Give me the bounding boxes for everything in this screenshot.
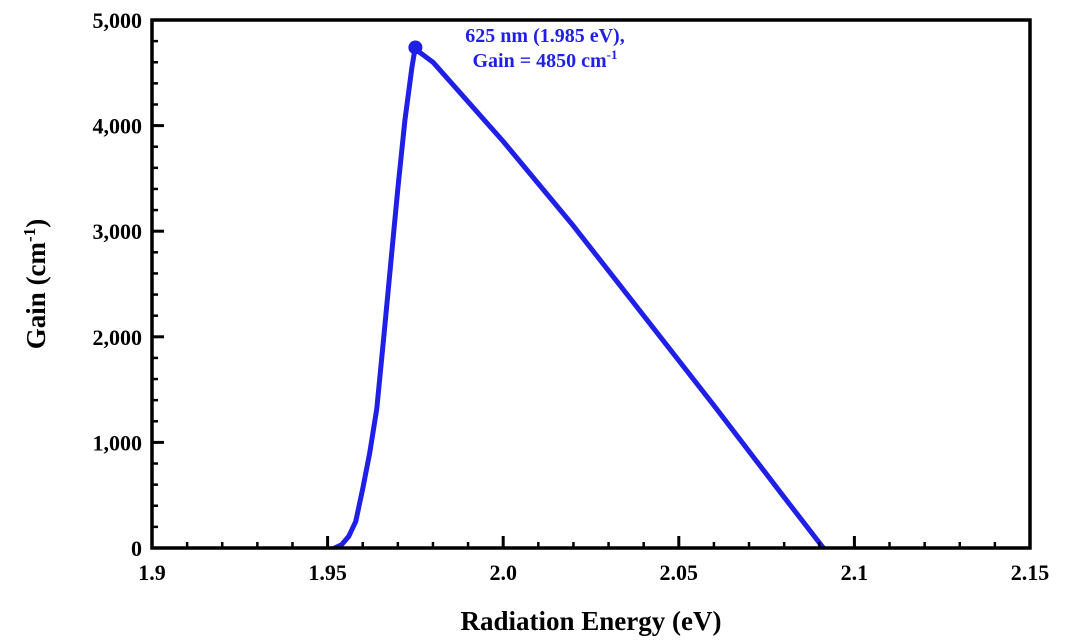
plot-frame (150, 18, 1032, 550)
y-axis-title-close: ) (21, 219, 51, 228)
x-axis-ticks: 1.9 1.95 2.0 2.05 2.1 2.15 (138, 536, 1049, 585)
peak-marker (408, 40, 423, 55)
y-tick-label: 2,000 (93, 325, 143, 350)
y-tick-label: 4,000 (93, 114, 143, 139)
y-tick-label: 5,000 (93, 8, 143, 33)
x-tick-label: 2.0 (489, 560, 517, 585)
x-tick-label: 2.15 (1011, 560, 1050, 585)
y-axis-title: Gain (cm-1) (20, 219, 51, 349)
peak-annotation-line1: 625 nm (1.985 eV), (465, 25, 624, 47)
x-tick-label: 1.9 (138, 560, 166, 585)
y-tick-label: 1,000 (93, 430, 143, 455)
peak-annotation-value: Gain = 4850 cm (472, 50, 607, 72)
y-tick-label: 3,000 (93, 219, 143, 244)
x-axis-title: Radiation Energy (eV) (461, 606, 722, 636)
y-axis-title-exponent: -1 (20, 228, 39, 242)
y-tick-label: 0 (131, 536, 142, 561)
y-axis-ticks: 0 1,000 2,000 3,000 4,000 5,000 (93, 8, 164, 561)
x-tick-label: 1.95 (308, 560, 347, 585)
gain-series-line (332, 43, 827, 548)
x-tick-label: 2.05 (660, 560, 699, 585)
y-axis-title-main: Gain (cm (21, 241, 51, 349)
peak-annotation-line2: Gain = 4850 cm-1 (472, 47, 617, 72)
peak-annotation-unit-exponent: -1 (607, 47, 618, 62)
marker-layer (408, 40, 423, 55)
series-layer (332, 43, 827, 548)
x-tick-label: 2.1 (841, 560, 869, 585)
